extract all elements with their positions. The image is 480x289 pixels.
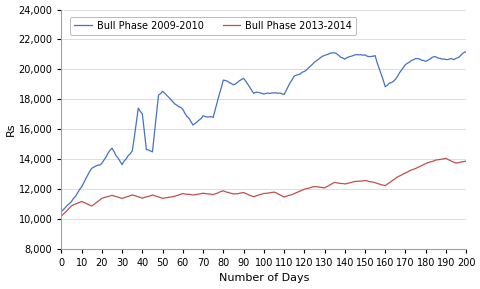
Bull Phase 2009-2010 xyxy=(60,208,66,211)
Line: Bull Phase 2009-2010: Bull Phase 2009-2010 xyxy=(61,52,465,212)
Bull Phase 2013-2014 xyxy=(60,212,66,216)
Bull Phase 2013-2014 xyxy=(276,193,282,197)
Bull Phase 2009-2010 xyxy=(206,115,212,118)
Bull Phase 2009-2010 xyxy=(428,56,434,59)
Bull Phase 2009-2010 xyxy=(276,91,282,95)
X-axis label: Number of Days: Number of Days xyxy=(218,273,308,284)
Bull Phase 2009-2010 xyxy=(462,50,468,53)
Bull Phase 2013-2014 xyxy=(95,200,100,203)
Bull Phase 2013-2014 xyxy=(428,160,434,163)
Bull Phase 2009-2010 xyxy=(228,82,234,85)
Bull Phase 2013-2014 xyxy=(462,159,468,163)
Bull Phase 2013-2014 xyxy=(442,157,448,160)
Bull Phase 2009-2010 xyxy=(95,163,100,167)
Bull Phase 2013-2014 xyxy=(59,214,64,218)
Bull Phase 2013-2014 xyxy=(206,192,212,196)
Y-axis label: Rs: Rs xyxy=(6,123,15,136)
Bull Phase 2009-2010 xyxy=(59,210,64,213)
Legend: Bull Phase 2009-2010, Bull Phase 2013-2014: Bull Phase 2009-2010, Bull Phase 2013-20… xyxy=(70,17,355,35)
Bull Phase 2013-2014 xyxy=(228,192,234,195)
Line: Bull Phase 2013-2014: Bull Phase 2013-2014 xyxy=(61,158,465,216)
